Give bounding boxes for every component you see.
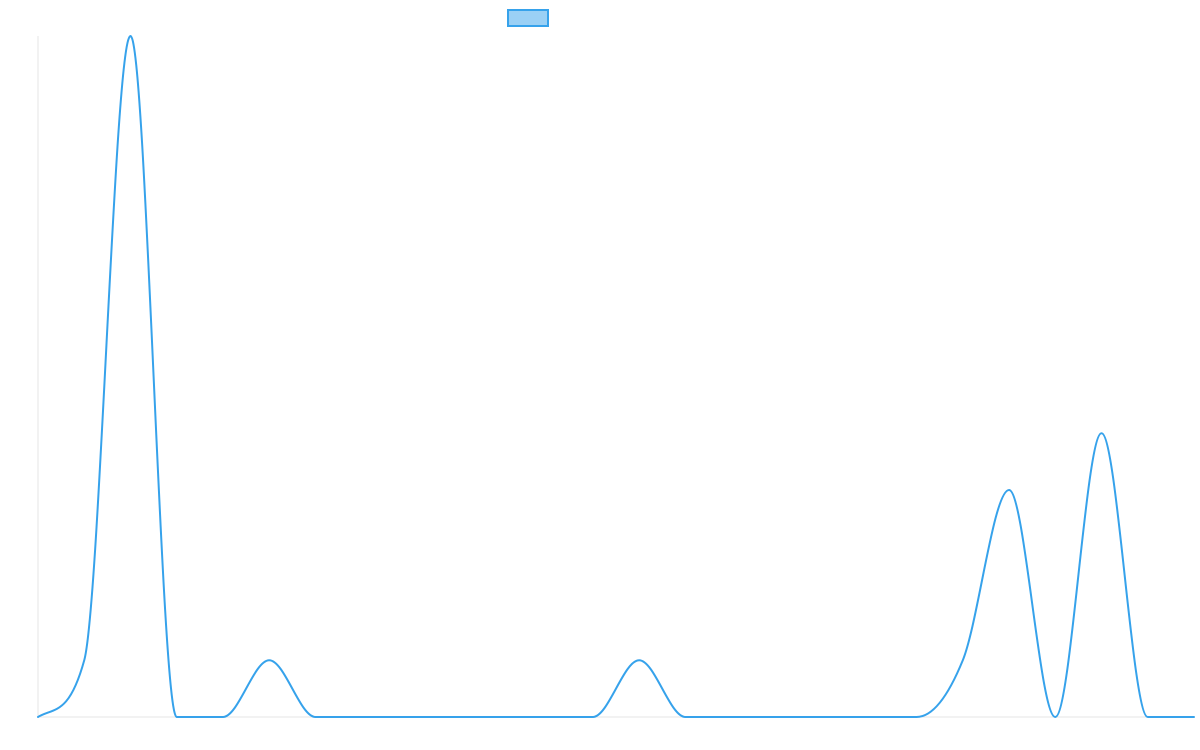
- data-point[interactable]: [1144, 713, 1152, 721]
- data-point[interactable]: [173, 713, 181, 721]
- data-point[interactable]: [126, 32, 134, 40]
- legend-swatch[interactable]: [507, 9, 549, 27]
- data-point[interactable]: [496, 713, 504, 721]
- data-point[interactable]: [450, 713, 458, 721]
- data-point[interactable]: [265, 656, 273, 664]
- data-point[interactable]: [681, 713, 689, 721]
- data-point[interactable]: [34, 713, 42, 721]
- data-point[interactable]: [358, 713, 366, 721]
- data-point[interactable]: [404, 713, 412, 721]
- series-layer: [34, 32, 1198, 721]
- data-point[interactable]: [866, 713, 874, 721]
- data-point[interactable]: [311, 713, 319, 721]
- data-point[interactable]: [1190, 713, 1198, 721]
- data-point[interactable]: [543, 713, 551, 721]
- data-point[interactable]: [728, 713, 736, 721]
- data-point[interactable]: [774, 713, 782, 721]
- legend[interactable]: [507, 9, 549, 27]
- data-point[interactable]: [1005, 486, 1013, 494]
- series-line-0[interactable]: [37, 35, 1195, 719]
- data-point[interactable]: [80, 656, 88, 664]
- data-point[interactable]: [589, 713, 597, 721]
- data-point[interactable]: [820, 713, 828, 721]
- data-point[interactable]: [219, 713, 227, 721]
- data-point[interactable]: [959, 656, 967, 664]
- data-point[interactable]: [1098, 429, 1106, 437]
- data-point[interactable]: [913, 713, 921, 721]
- data-point[interactable]: [635, 656, 643, 664]
- data-point[interactable]: [1051, 713, 1059, 721]
